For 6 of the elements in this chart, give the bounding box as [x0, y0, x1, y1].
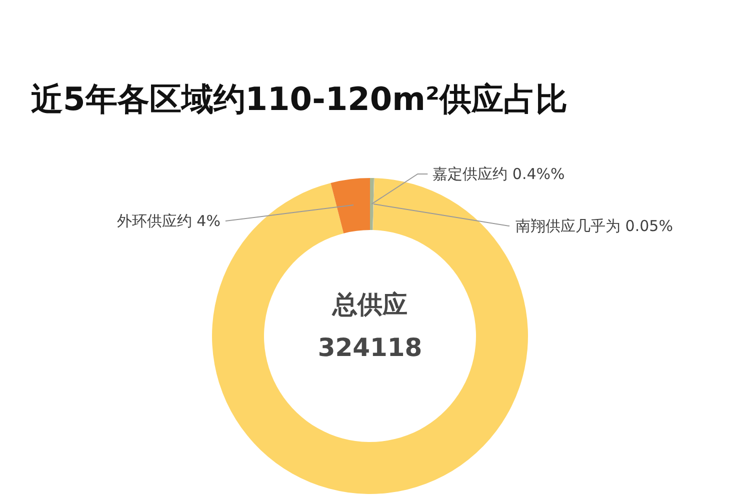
slice-label: 嘉定供应约 0.4%%: [432, 165, 565, 184]
slice-label: 南翔供应几乎为 0.05%: [516, 217, 673, 236]
slice-label: 外环供应约 4%: [116, 212, 220, 230]
chart-title: 近5年各区域约110-120m²供应占比: [31, 80, 568, 118]
text: 总供应: [332, 290, 408, 319]
text: 324118: [318, 333, 422, 362]
